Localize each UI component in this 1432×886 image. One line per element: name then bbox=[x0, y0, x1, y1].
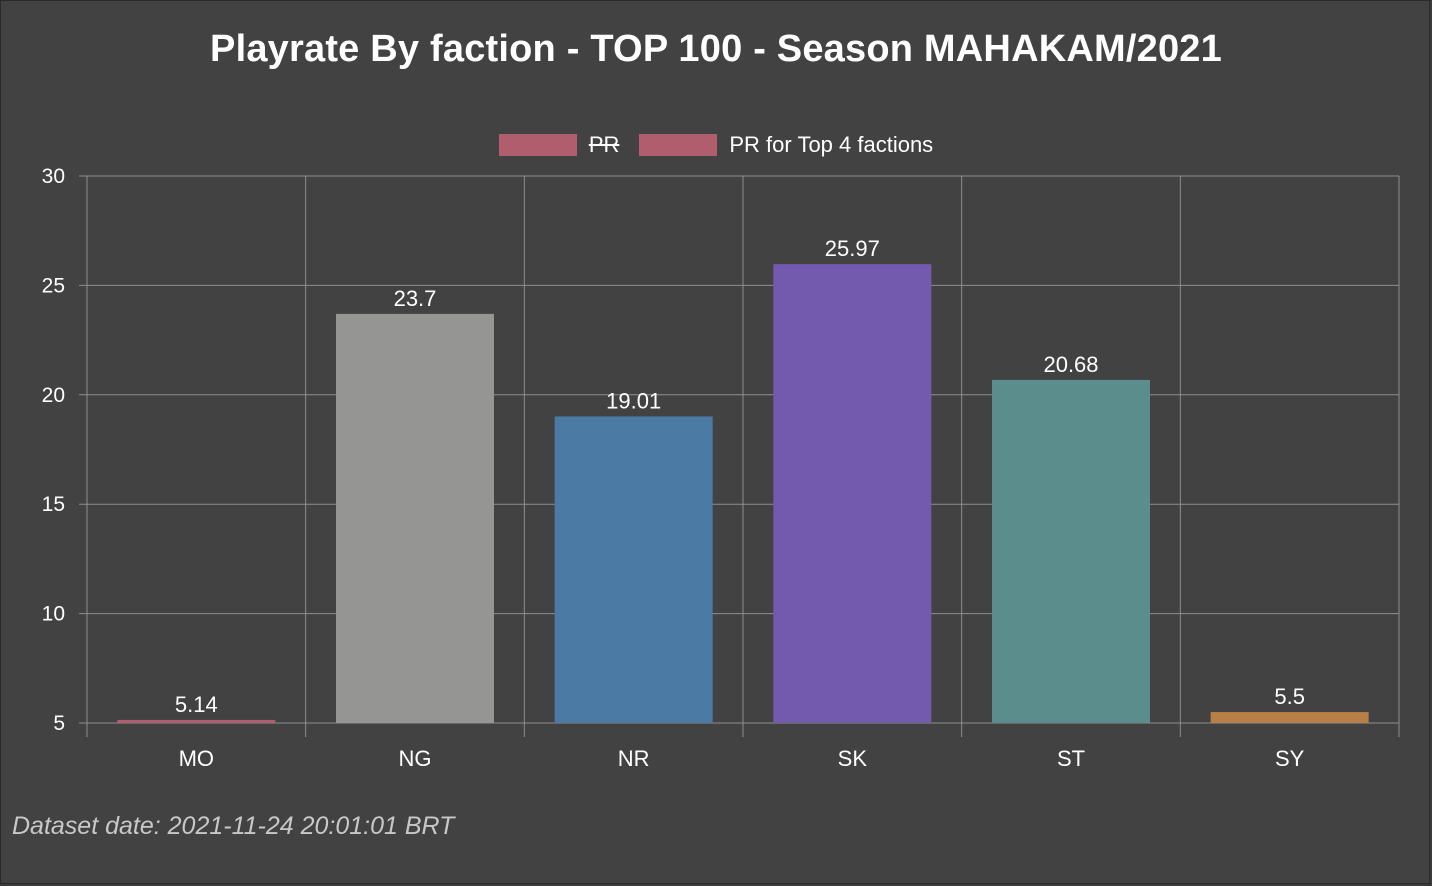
legend-swatch-pr-top4 bbox=[639, 134, 718, 156]
y-tick-label: 30 bbox=[42, 165, 65, 188]
x-tick-label-nr: NR bbox=[618, 746, 650, 771]
data-label-ng: 23.7 bbox=[394, 286, 437, 311]
legend-item-pr[interactable]: PR bbox=[498, 132, 620, 158]
chart-legend: PR PR for Top 4 factions bbox=[0, 130, 1432, 160]
legend-item-pr-top4[interactable]: PR for Top 4 factions bbox=[639, 132, 933, 158]
y-tick-label: 20 bbox=[42, 384, 65, 407]
x-tick-label-ng: NG bbox=[399, 746, 432, 771]
data-label-nr: 19.01 bbox=[606, 388, 661, 413]
data-label-mo: 5.14 bbox=[175, 692, 218, 717]
bar-mo bbox=[117, 719, 276, 723]
legend-swatch-pr bbox=[498, 134, 577, 156]
y-tick-label: 15 bbox=[42, 493, 65, 516]
data-label-sk: 25.97 bbox=[825, 236, 880, 261]
y-tick-label: 10 bbox=[42, 603, 65, 626]
data-label-st: 20.68 bbox=[1043, 352, 1098, 377]
bar-sk bbox=[773, 264, 932, 723]
bar-sy bbox=[1210, 712, 1369, 723]
x-tick-label-st: ST bbox=[1057, 746, 1085, 771]
x-tick-label-sy: SY bbox=[1275, 746, 1305, 771]
x-tick-label-mo: MO bbox=[179, 746, 214, 771]
y-tick-label: 25 bbox=[42, 274, 65, 297]
chart-title: Playrate By faction - TOP 100 - Season M… bbox=[210, 28, 1222, 70]
legend-label-pr-top4: PR for Top 4 factions bbox=[729, 132, 934, 157]
bar-nr bbox=[554, 416, 713, 723]
bar-st bbox=[992, 379, 1150, 723]
dataset-date: Dataset date: 2021-11-24 20:01:01 BRT bbox=[12, 812, 455, 840]
data-label-sy: 5.5 bbox=[1274, 684, 1305, 709]
bar-ng bbox=[336, 313, 494, 723]
x-tick-label-sk: SK bbox=[838, 746, 868, 771]
y-tick-label: 5 bbox=[53, 712, 65, 735]
legend-label-pr: PR bbox=[588, 132, 620, 157]
